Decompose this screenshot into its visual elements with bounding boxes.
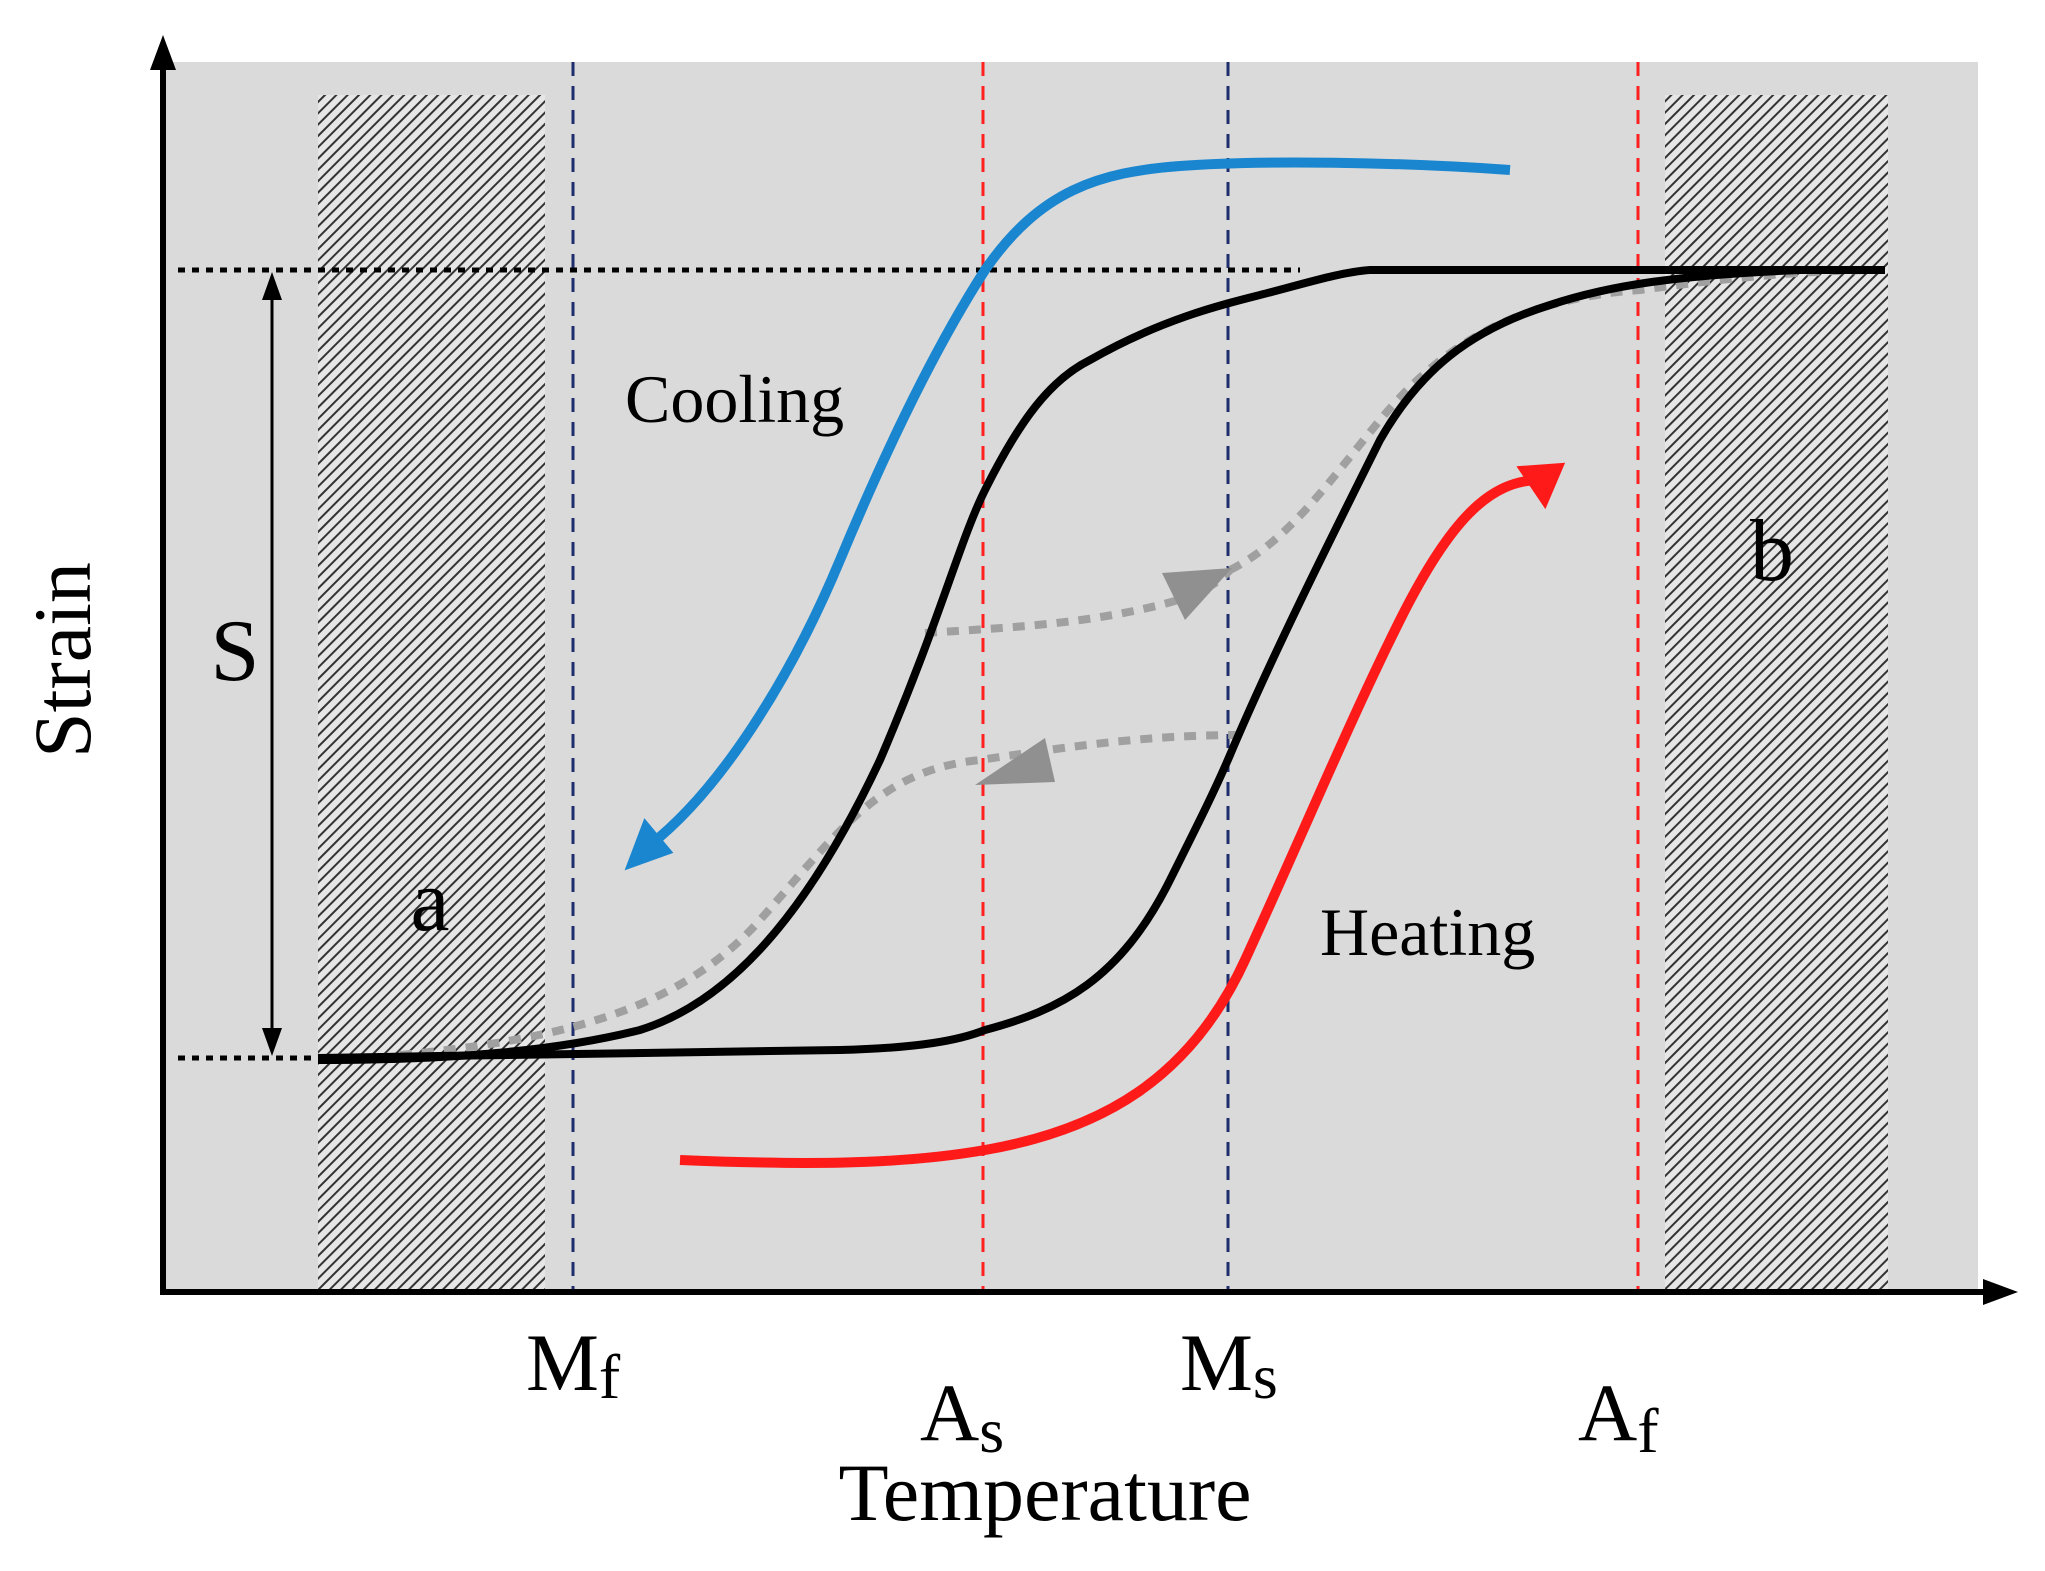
region-a-label: a	[410, 853, 449, 950]
y-axis-title: Strain	[17, 562, 108, 758]
hysteresis-cooling-branch	[317, 266, 1885, 1064]
y-axis-arrow	[150, 35, 176, 70]
af-label: Af	[1578, 1367, 1659, 1466]
region-b-label: b	[1750, 503, 1794, 600]
cooling-curve	[646, 157, 1511, 849]
cooling-arrow-head	[624, 818, 674, 871]
cooling-label: Cooling	[625, 361, 844, 437]
ms-label: Ms	[1180, 1317, 1278, 1412]
heating-label: Heating	[1320, 894, 1535, 970]
mf-label: Mf	[526, 1317, 621, 1412]
region-b-hatch	[1665, 95, 1888, 1290]
as-label: As	[920, 1367, 1004, 1466]
strain-span-arrow	[262, 272, 282, 1056]
x-axis-arrow	[1983, 1279, 2018, 1305]
heating-curve	[679, 475, 1541, 1168]
strain-span-label: S	[211, 603, 260, 700]
hysteresis-heating-branch	[317, 266, 1801, 1062]
minor-loop-arrow-right	[1162, 568, 1232, 620]
region-a-hatch	[318, 95, 545, 1290]
x-axis-title: Temperature	[838, 1447, 1251, 1538]
minor-loop-arrow-left	[975, 738, 1055, 785]
heating-arrow-head	[1516, 462, 1566, 510]
